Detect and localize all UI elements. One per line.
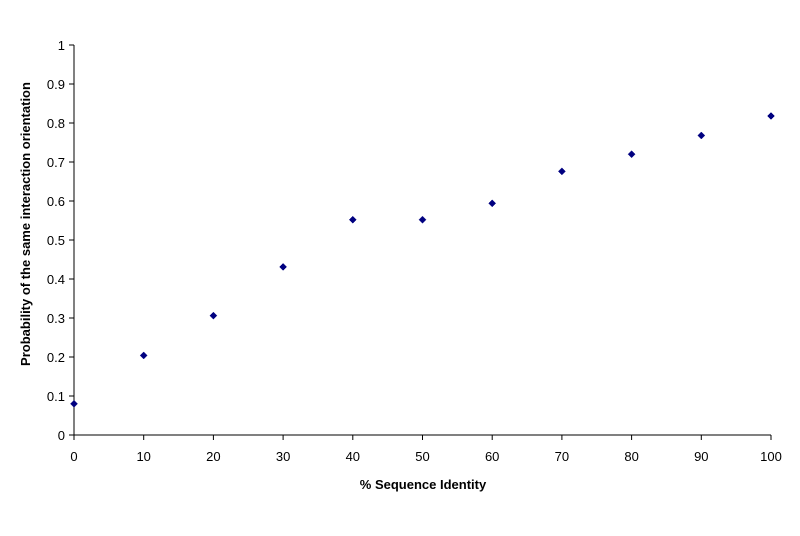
y-tick-label: 0.6: [47, 194, 65, 209]
x-tick-label: 30: [276, 449, 290, 464]
data-point: [209, 311, 218, 320]
data-point: [558, 167, 566, 176]
x-tick-label: 10: [136, 449, 150, 464]
y-axis-title: Probability of the same interaction orie…: [18, 82, 33, 366]
tick-labels: 00.10.20.30.40.50.60.70.80.910 10 20 30 40 50…: [47, 38, 782, 464]
x-axis-title: % Sequence Identity: [360, 477, 487, 492]
y-tick-label: 0.5: [47, 233, 65, 248]
x-tick-label: 100: [760, 449, 782, 464]
y-tick-label: 1: [58, 38, 65, 53]
x-tick-label: 90: [694, 449, 708, 464]
data-point: [279, 263, 287, 271]
y-tick-label: 0.3: [47, 311, 65, 326]
x-tick-label: 0: [70, 449, 77, 464]
y-tick-label: 0.4: [47, 272, 65, 287]
y-tick-label: 0: [58, 428, 65, 443]
y-tick-label: 0.8: [47, 116, 65, 131]
x-tick-label: 50: [415, 449, 429, 464]
y-tick-label: 0.9: [47, 77, 65, 92]
x-tick-label: 40: [346, 449, 360, 464]
data-point: [488, 199, 497, 208]
data-point: [418, 215, 427, 224]
axes: [69, 44, 772, 440]
x-tick-label: 80: [624, 449, 638, 464]
y-tick-label: 0.1: [47, 389, 65, 404]
y-tick-label: 0.7: [47, 155, 65, 170]
x-tick-label: 20: [206, 449, 220, 464]
data-point: [139, 351, 148, 360]
data-point: [70, 399, 78, 408]
data-point: [767, 112, 775, 120]
data-point: [348, 215, 357, 224]
y-tick-label: 0.2: [47, 350, 65, 365]
data-points: [70, 112, 775, 408]
data-point: [627, 150, 636, 159]
x-tick-label: 60: [485, 449, 499, 464]
data-point: [697, 131, 706, 140]
x-tick-label: 70: [555, 449, 569, 464]
